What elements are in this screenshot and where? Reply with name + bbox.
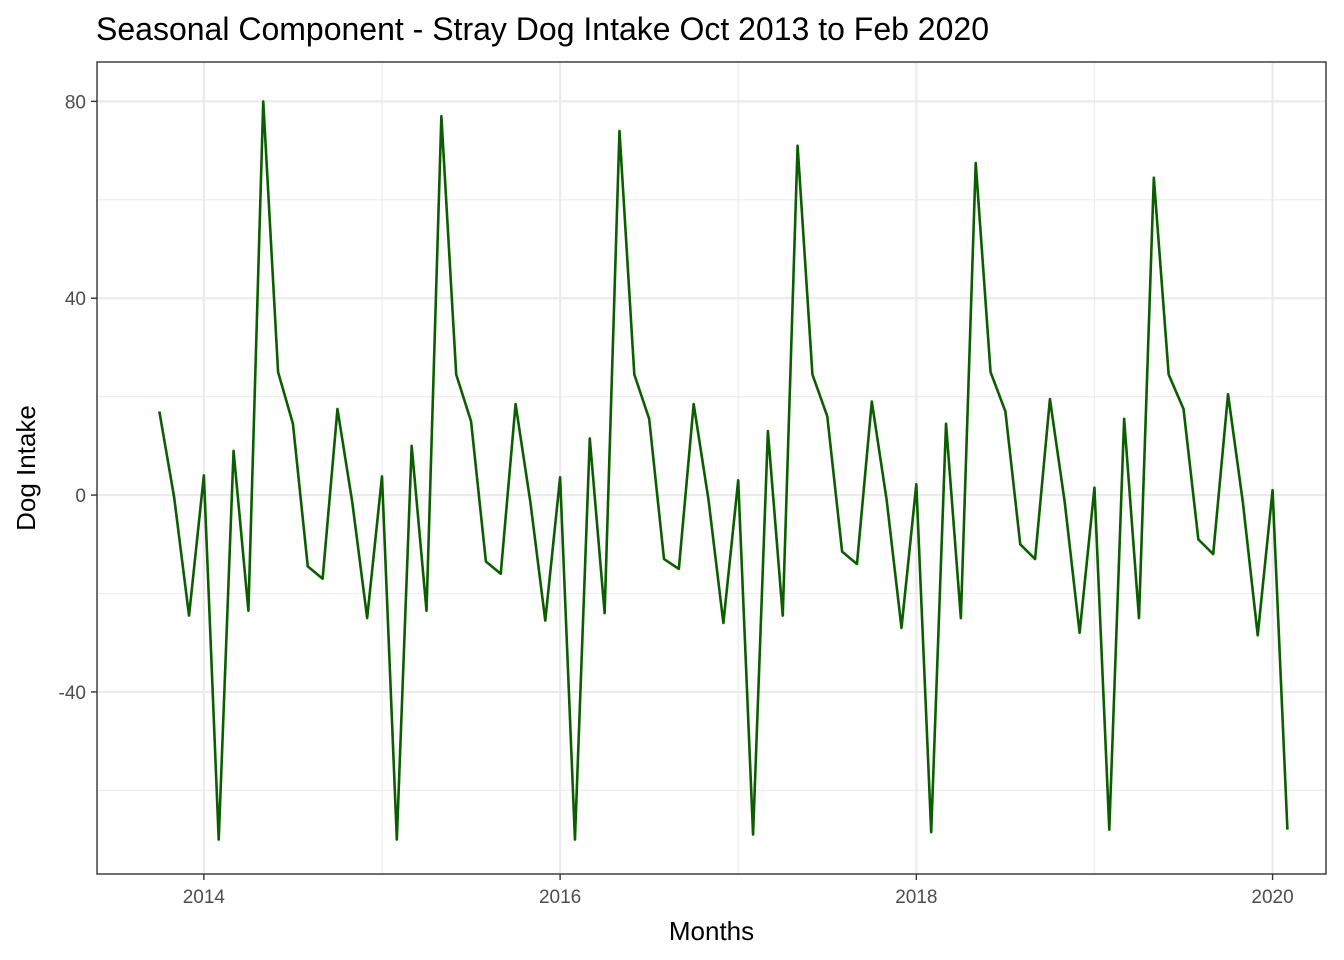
x-tick-label: 2020 (1251, 887, 1293, 908)
y-tick-label: 80 (65, 92, 86, 113)
y-tick-label: -40 (59, 683, 86, 704)
x-tick-label: 2018 (895, 887, 937, 908)
y-tick-label: 0 (75, 486, 86, 507)
y-axis-label: Dog Intake (11, 405, 41, 531)
x-tick-label: 2014 (183, 887, 226, 908)
x-tick-label: 2016 (539, 887, 581, 908)
y-tick-label: 40 (65, 289, 86, 310)
plot-panel (96, 61, 1327, 875)
x-axis-label: Months (669, 916, 754, 946)
series-line (158, 100, 1289, 841)
axis-ticks: -40 0 40 80 2014 2016 2018 2020 (59, 92, 1294, 908)
grid (97, 62, 1326, 874)
chart-title: Seasonal Component - Stray Dog Intake Oc… (96, 11, 989, 47)
